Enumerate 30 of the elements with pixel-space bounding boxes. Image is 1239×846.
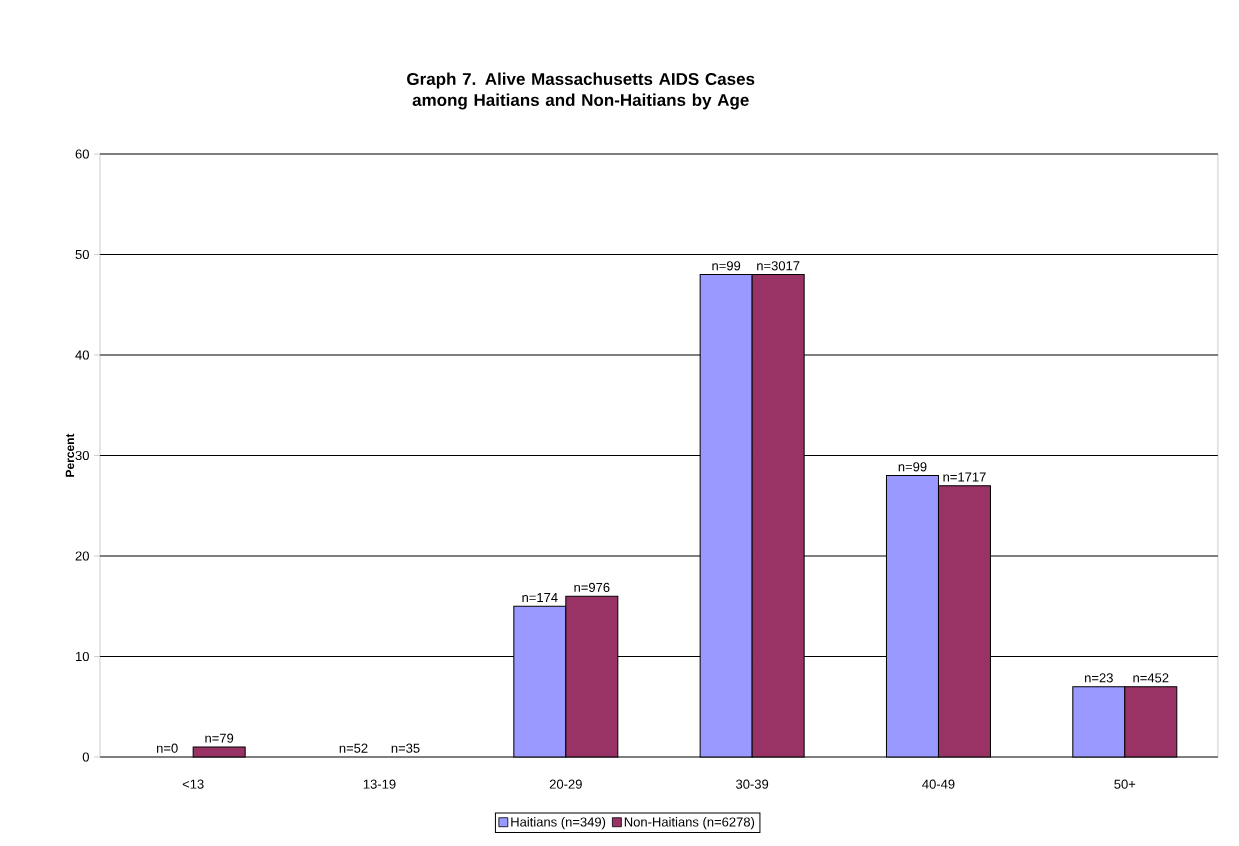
annotation: n=52: [339, 743, 368, 753]
annotation: n=35: [391, 743, 420, 753]
y-tick-label: 0: [82, 752, 89, 762]
y-tick-label: 30: [75, 450, 89, 461]
y-tick-label: 50: [75, 249, 89, 260]
annotation: n=99: [712, 261, 741, 271]
annotation: n=1717: [943, 472, 986, 482]
legend-label: Haitians (n=349): [511, 817, 606, 830]
x-tick-label: <13: [182, 779, 204, 789]
x-tick-label: 50+: [1114, 779, 1136, 789]
legend-label: Non-Haitians (n=6278): [624, 817, 755, 830]
y-tick-label: 40: [75, 350, 89, 360]
chart-title: Graph 7. Alive Massachusetts AIDS Cases among Haitians and Non-Haitians by Age: [407, 72, 755, 110]
annotation: n=976: [574, 582, 610, 592]
x-tick-label: 13-19: [363, 779, 396, 789]
x-tick-label: 20-29: [549, 779, 582, 789]
annotation: n=452: [1133, 673, 1169, 683]
y-tick-label: 60: [75, 149, 89, 159]
annotation: n=0: [157, 743, 178, 753]
bar: [192, 746, 246, 758]
x-tick-label: 40-49: [922, 779, 955, 789]
y-tick-label: 20: [75, 551, 89, 561]
x-tick-label: 30-39: [736, 779, 769, 789]
annotation: n=23: [1085, 673, 1113, 683]
y-axis-title: Percent: [65, 433, 75, 477]
annotation: n=3017: [757, 261, 800, 271]
annotation: n=79: [205, 733, 234, 743]
y-tick-label: 10: [76, 651, 89, 662]
annotation: n=174: [522, 593, 558, 603]
annotation: n=99: [898, 462, 927, 472]
